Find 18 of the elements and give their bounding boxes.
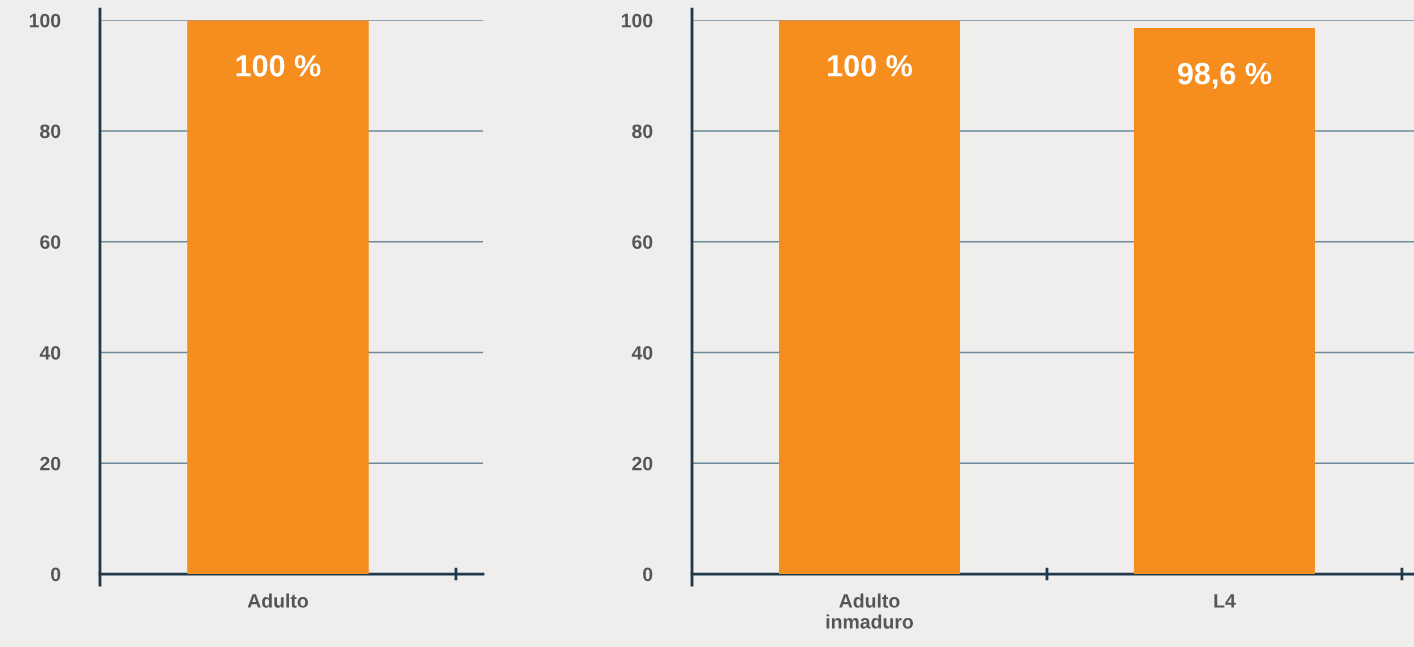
y-tick-label: 0 [643,567,653,582]
y-tick-label: 80 [40,124,61,139]
y-tick-label: 40 [39,345,61,360]
y-tick-label: 100 [29,13,61,28]
data-label: 100 % [236,55,321,77]
y-tick-label: 0 [51,567,61,582]
y-tick-label: 20 [632,456,653,471]
y-tick-label: 100 [621,13,653,28]
y-tick-label: 20 [40,456,61,471]
data-label: 100 % [828,55,913,77]
data-label: 98,6 % [1177,62,1272,89]
y-tick-label: 80 [632,124,653,139]
x-tick-label: L4 [1214,594,1236,608]
y-tick-label: 40 [631,345,653,360]
y-tick-label: 60 [632,235,653,249]
x-tick-label: Adulto [247,593,308,608]
y-tick-label: 60 [40,235,61,249]
x-tick-label: Adulto inmaduro [826,593,914,629]
